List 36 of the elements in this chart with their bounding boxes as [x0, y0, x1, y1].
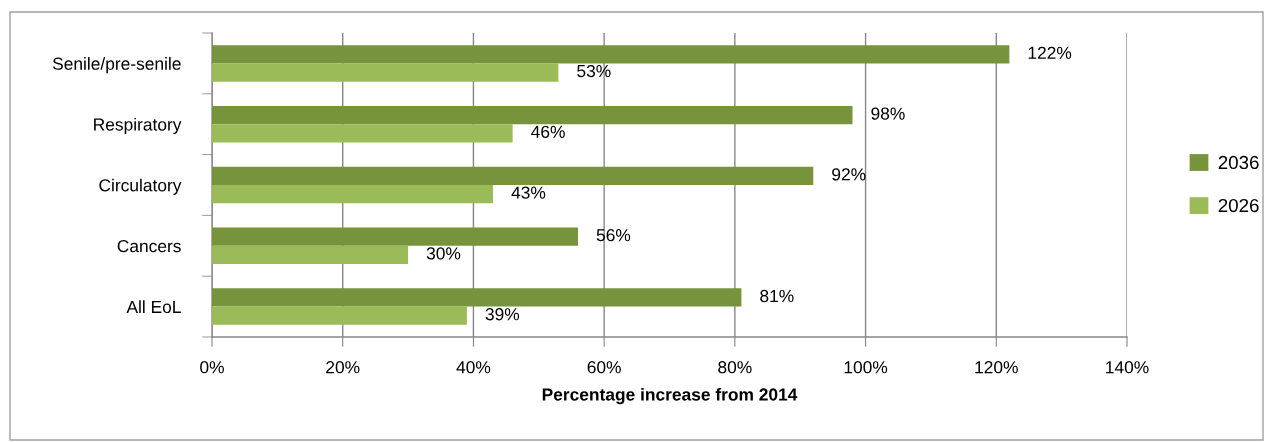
- y-tick-label: Circulatory: [99, 178, 182, 195]
- data-label: 39%: [485, 308, 520, 321]
- bar: [212, 306, 467, 325]
- bar: [212, 63, 559, 82]
- data-label: 53%: [577, 64, 611, 78]
- bar: [212, 166, 814, 185]
- x-tick-label: 0%: [200, 361, 224, 374]
- bar: [212, 105, 853, 125]
- bar: [212, 185, 494, 204]
- legend-label: 2026: [1218, 198, 1259, 213]
- x-tick-label: 140%: [1106, 361, 1149, 374]
- y-tick-label: All EoL: [126, 300, 181, 314]
- x-tick-label: 40%: [456, 361, 491, 374]
- data-label: 56%: [596, 229, 631, 242]
- y-tick-label: Respiratory: [94, 117, 182, 135]
- x-tick-label: 100%: [844, 361, 888, 374]
- data-label: 30%: [426, 247, 461, 260]
- bar: [212, 45, 1010, 64]
- y-tick-label: Senile/pre-senile: [52, 57, 181, 74]
- bar: [212, 245, 409, 265]
- x-tick-label: 20%: [326, 361, 360, 374]
- bar: [212, 227, 578, 246]
- data-label: 122%: [1028, 46, 1072, 59]
- x-tick-label: 120%: [975, 361, 1018, 374]
- data-label: 98%: [871, 107, 905, 120]
- data-label: 92%: [832, 168, 866, 181]
- x-axis-title: Percentage increase from 2014: [542, 387, 798, 405]
- x-tick-label: 80%: [718, 361, 752, 374]
- data-label: 46%: [531, 125, 565, 138]
- y-tick-label: Cancers: [117, 239, 181, 253]
- bar: [212, 124, 513, 143]
- data-label: 81%: [760, 289, 794, 303]
- x-tick-label: 60%: [587, 361, 621, 374]
- bar: [212, 288, 742, 307]
- legend-label: 2036: [1218, 155, 1259, 170]
- data-label: 43%: [511, 186, 546, 199]
